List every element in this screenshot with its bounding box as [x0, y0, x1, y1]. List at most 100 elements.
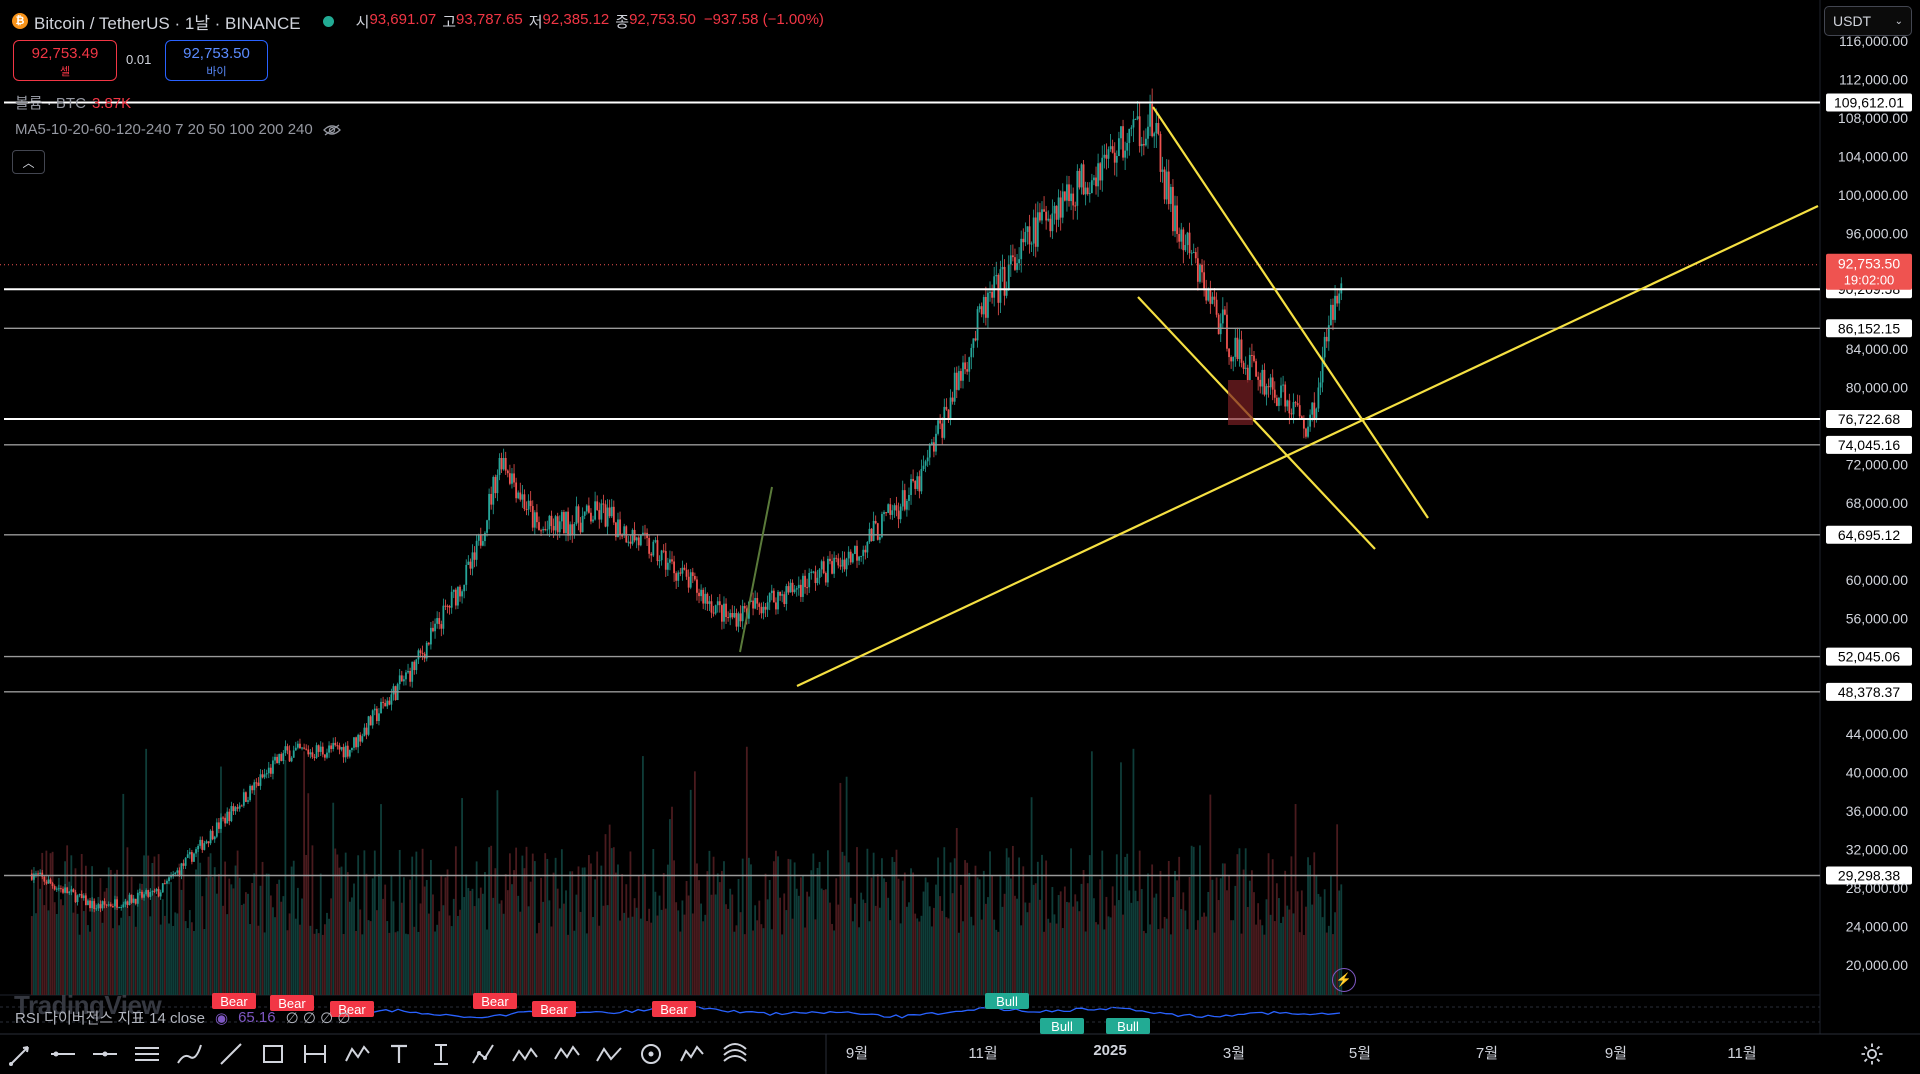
volume-bar [1311, 904, 1314, 995]
time-label: 9월 [845, 1045, 869, 1062]
volume-bar [511, 884, 513, 995]
rectangle-tool[interactable] [252, 1034, 294, 1074]
volume-bar [139, 883, 141, 995]
candle-body [486, 520, 488, 533]
candle-body [1253, 355, 1255, 362]
text-anchor-tool[interactable] [420, 1034, 462, 1074]
level-price-label: 86,152.15 [1838, 320, 1900, 336]
wave-tool[interactable] [336, 1034, 378, 1074]
wave-15-tool[interactable] [672, 1034, 714, 1074]
volume-bar [1309, 865, 1312, 995]
cursor-tool[interactable] [0, 1034, 42, 1074]
volume-bar [1155, 893, 1158, 995]
volume-bar [982, 870, 985, 995]
candle-body [797, 584, 800, 589]
candles [30, 88, 1343, 913]
candle-body [43, 876, 46, 882]
candle-body [1028, 226, 1031, 245]
volume-bar [319, 873, 322, 995]
symbol-title[interactable]: Bitcoin / TetherUS · 1날 · BINANCE [34, 13, 301, 33]
ma-legend[interactable]: MA5-10-20-60-120-240 7 20 50 100 200 240 [15, 121, 341, 138]
volume-bar [708, 850, 711, 995]
volume-bar [1174, 870, 1176, 995]
candle-body [818, 569, 821, 578]
volume-bar [66, 845, 69, 995]
lightning-icon[interactable]: ⚡ [1332, 968, 1356, 992]
trend-line-tool[interactable] [210, 1034, 252, 1074]
candle-body [1076, 170, 1079, 206]
candle-body [55, 888, 58, 890]
volume-bar [178, 863, 181, 995]
volume-bar [629, 851, 632, 995]
volume-bar [856, 847, 858, 995]
candle-body [1080, 164, 1083, 188]
candle-body [577, 506, 580, 523]
rsi-legend[interactable]: RSI 다이버전스 지표 14 close ◉ 65.16 ∅ ∅ ∅ ∅ [15, 1009, 351, 1027]
volume-bar [398, 849, 401, 995]
volume-bar [280, 901, 283, 995]
candle-body [1007, 264, 1010, 289]
candle-body [276, 756, 278, 764]
candle-body [147, 890, 150, 897]
sell-button[interactable]: 92,753.49 셀 [13, 40, 117, 81]
text-tool[interactable] [378, 1034, 420, 1074]
candle-body [159, 892, 162, 897]
volume-bar [538, 922, 540, 995]
volume-legend[interactable]: 볼륨 · BTC 3.87K [15, 95, 132, 112]
volume-bar [689, 789, 692, 995]
currency-select[interactable]: USDT ⌄ [1824, 6, 1912, 36]
volume-bar [163, 915, 166, 995]
candle-body [409, 670, 412, 682]
volume-bar [338, 867, 341, 995]
volume-bar [889, 920, 892, 995]
candle-body [987, 292, 989, 318]
volume-bar [103, 891, 106, 995]
candle-body [132, 898, 135, 903]
wave-ae-tool[interactable] [546, 1034, 588, 1074]
brush-tool[interactable] [168, 1034, 210, 1074]
volume-bar [394, 932, 397, 995]
candle-body [1072, 193, 1075, 206]
level-price-label: 48,378.37 [1838, 684, 1900, 700]
collapse-legend-button[interactable]: ︿ [12, 150, 45, 174]
candle-body [966, 369, 969, 372]
buy-button[interactable]: 92,753.50 바이 [165, 40, 268, 81]
volume-bar [772, 861, 775, 995]
candle-body [799, 584, 802, 597]
candle-body [964, 362, 966, 370]
candle-body [1167, 171, 1170, 204]
volume-bar [515, 847, 518, 995]
wave-wy-tool[interactable] [504, 1034, 546, 1074]
settings-gear-icon[interactable] [1858, 1040, 1886, 1068]
parallel-lines-tool[interactable] [126, 1034, 168, 1074]
horizontal-ray-tool[interactable] [84, 1034, 126, 1074]
level-price-tag [1826, 93, 1912, 112]
candle-body [506, 470, 509, 474]
volume-bar [835, 878, 838, 995]
cycle-tool[interactable] [630, 1034, 672, 1074]
volume-bar [124, 899, 127, 995]
volume-bar [334, 848, 337, 995]
volume-bar [546, 858, 549, 995]
volume-bar [675, 902, 678, 995]
chart-pattern-tool[interactable] [714, 1034, 756, 1074]
horizontal-line-tool[interactable] [42, 1034, 84, 1074]
candle-body [989, 291, 991, 293]
candle-body [822, 561, 825, 574]
horizontal-ray-icon [93, 1051, 117, 1057]
candle-body [292, 750, 295, 758]
volume-bar [330, 898, 333, 995]
volume-bar [1053, 914, 1056, 995]
candle-body [972, 338, 975, 348]
candle-body [151, 890, 154, 892]
pattern-tool[interactable] [462, 1034, 504, 1074]
candle-body [1153, 133, 1156, 137]
candle-body [1317, 387, 1320, 409]
candle-body [546, 529, 549, 531]
date-range-tool[interactable] [294, 1034, 336, 1074]
volume-bar [249, 924, 251, 995]
hidden-eye-icon[interactable] [322, 123, 341, 136]
wave-ac-tool[interactable] [588, 1034, 630, 1074]
candle-body [452, 589, 455, 592]
